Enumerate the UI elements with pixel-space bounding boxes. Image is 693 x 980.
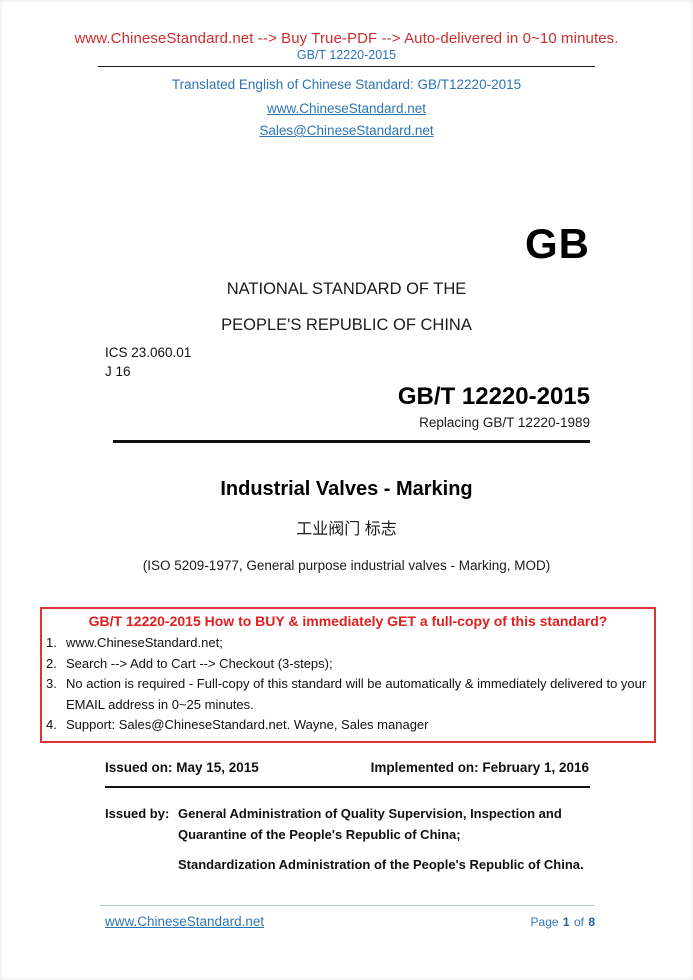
iso-equivalence-note: (ISO 5209-1977, General purpose industri…: [142, 558, 551, 573]
buy-step-row: 3. No action is required - Full-copy of …: [44, 674, 652, 715]
document-title-english: Industrial Valves - Marking: [220, 478, 473, 500]
buy-step-row: 1. www.ChineseStandard.net;: [44, 633, 652, 654]
national-standard-line1: NATIONAL STANDARD OF THE: [226, 280, 467, 298]
total-pages: 8: [588, 915, 595, 929]
document-title-chinese: 工业阀门 标志: [296, 521, 397, 538]
issuer-secondary: Standardization Administration of the Pe…: [178, 857, 584, 872]
buy-step-row: 2. Search --> Add to Cart --> Checkout (…: [44, 654, 652, 675]
replacing-note: Replacing GB/T 12220-1989: [419, 415, 590, 430]
issued-on-date: Issued on: May 15, 2015: [105, 760, 259, 775]
buy-step-row: 4. Support: Sales@ChineseStandard.net. W…: [44, 715, 652, 736]
issued-by-block: Issued by: General Administration of Qua…: [105, 803, 592, 884]
buy-step-text: Support: Sales@ChineseStandard.net. Wayn…: [66, 717, 429, 732]
buy-step-text: No action is required - Full-copy of thi…: [66, 676, 647, 712]
gb-logo: GB: [525, 220, 590, 267]
buy-step-text: Search --> Add to Cart --> Checkout (3-s…: [66, 655, 333, 671]
buy-step-text: www.ChineseStandard.net;: [66, 635, 223, 650]
page-number: 1: [562, 915, 570, 929]
buy-step-number: 4.: [46, 717, 57, 732]
header-rule: [98, 66, 595, 67]
page-label: Page: [530, 915, 559, 929]
implemented-on-date: Implemented on: February 1, 2016: [370, 760, 589, 775]
title-rule: [113, 440, 590, 443]
footer-site-link[interactable]: www.ChineseStandard.net: [105, 914, 265, 929]
issued-by-label: Issued by:: [105, 806, 170, 821]
issuer-list: General Administration of Quality Superv…: [178, 803, 592, 884]
translated-line: Translated English of Chinese Standard: …: [171, 77, 522, 92]
page-indicator: Page 1 of 8: [530, 915, 595, 929]
issue-rule: [105, 786, 590, 788]
buy-box-title: GB/T 12220-2015 How to BUY & immediately…: [88, 613, 608, 629]
issuer-primary: General Administration of Quality Superv…: [178, 806, 562, 842]
buy-step-number: 3.: [46, 676, 57, 691]
of-label: of: [573, 915, 584, 929]
buy-step-number: 2.: [46, 655, 57, 671]
footer-rule: [100, 905, 594, 906]
standard-code-large: GB/T 12220-2015: [397, 383, 590, 410]
national-standard-line2: PEOPLE'S REPUBLIC OF CHINA: [221, 316, 472, 334]
standard-code-small: GB/T 12220-2015: [296, 48, 397, 62]
site-link[interactable]: www.ChineseStandard.net: [266, 101, 427, 116]
ics-code: ICS 23.060.01: [105, 345, 192, 360]
buy-instructions-box: GB/T 12220-2015 How to BUY & immediately…: [40, 607, 656, 743]
sales-email-link[interactable]: Sales@ChineseStandard.net: [259, 123, 434, 138]
class-code: J 16: [105, 364, 131, 379]
promo-banner: www.ChineseStandard.net --> Buy True-PDF…: [74, 30, 619, 47]
issue-dates-row: Issued on: May 15, 2015 Implemented on: …: [105, 760, 589, 775]
buy-step-number: 1.: [46, 635, 57, 650]
